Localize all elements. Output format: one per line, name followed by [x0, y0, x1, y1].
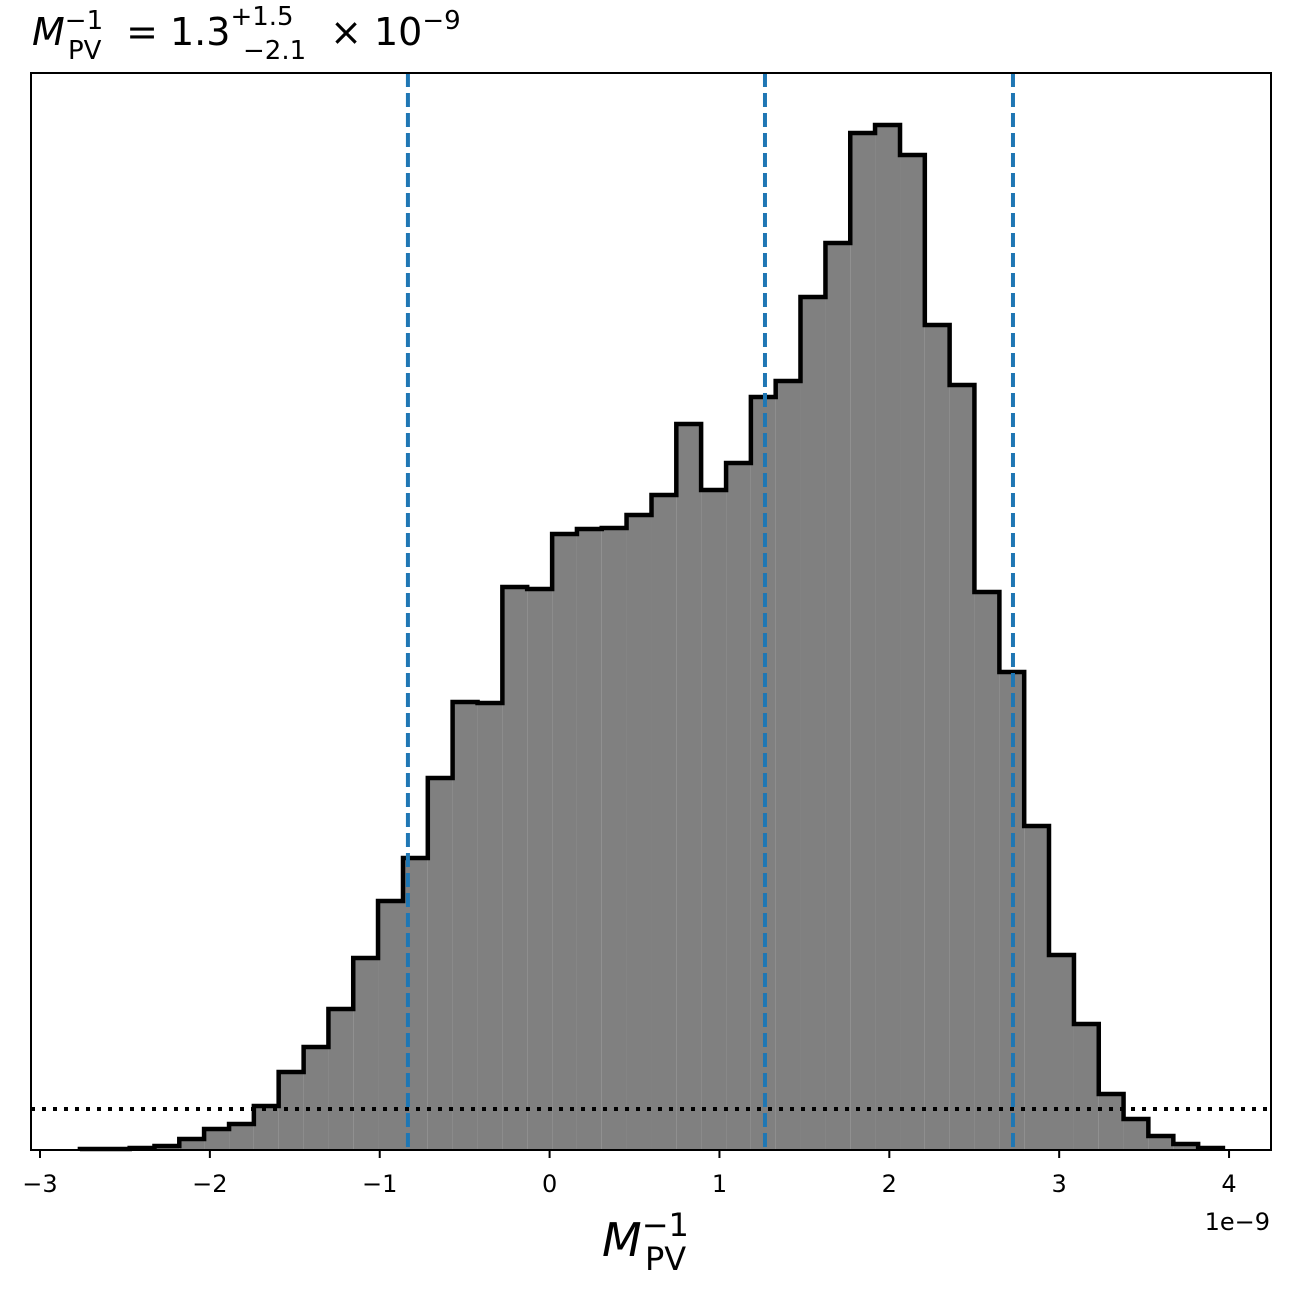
histogram-bar [999, 672, 1025, 1150]
histogram-bar [1123, 1119, 1149, 1150]
title-symbol: M [32, 10, 65, 54]
histogram-bar [626, 515, 652, 1150]
histogram-bar [1048, 955, 1074, 1150]
histogram-bar [229, 1124, 254, 1150]
histogram-bar [303, 1047, 329, 1150]
x-tick-label: 1 [712, 1170, 727, 1198]
xlabel-sup: −1 [642, 1206, 689, 1244]
histogram-bar [651, 495, 677, 1150]
x-tick-label: 3 [1052, 1170, 1067, 1198]
x-tick-label: −1 [362, 1170, 397, 1198]
histogram-bar [452, 702, 478, 1150]
title-eq: = 1.3 [114, 10, 230, 54]
histogram-bar [601, 528, 627, 1150]
xlabel-symbol: M [602, 1213, 642, 1267]
histogram-bar [1073, 1024, 1099, 1150]
histogram-bar [527, 589, 553, 1150]
x-tick-label: −2 [192, 1170, 227, 1198]
histogram-bar [1173, 1144, 1199, 1150]
x-tick-label: 2 [882, 1170, 897, 1198]
histogram-bar [974, 592, 1000, 1150]
histogram-bar [800, 297, 826, 1150]
histogram-bar [552, 534, 577, 1150]
histogram-bar [949, 385, 975, 1150]
histogram-bar [278, 1072, 304, 1150]
histogram-bar [353, 958, 379, 1150]
x-axis-label: M−1 PV [602, 1206, 689, 1278]
histogram-outline [77, 122, 1226, 1152]
histogram-bar [253, 1106, 279, 1150]
histogram-bar [850, 133, 876, 1150]
histogram-bar [676, 424, 702, 1150]
histogram-bar [900, 155, 925, 1150]
x-tick-label: −3 [22, 1170, 57, 1198]
histogram-bar [427, 778, 453, 1150]
histogram-bar [204, 1129, 230, 1150]
histogram-bar [179, 1139, 205, 1150]
x-tick-label: 0 [542, 1170, 557, 1198]
histogram-bar [378, 901, 403, 1150]
title-times: × 10 [318, 10, 422, 54]
histogram-bar [1098, 1094, 1124, 1150]
histogram-bar [328, 1009, 354, 1150]
histogram-bar [477, 703, 503, 1150]
histogram-bar [576, 529, 602, 1150]
histogram-bar [825, 243, 851, 1150]
histogram-bar [1148, 1136, 1174, 1150]
histogram-bar [726, 463, 751, 1150]
title-exp: −9 [422, 6, 460, 36]
plot-frame [30, 72, 1272, 1151]
title-minus: −2.1 [243, 36, 306, 66]
offset-label: 1e−9 [1205, 1208, 1270, 1236]
histogram-bar [775, 381, 801, 1150]
title-sup: −1 [65, 6, 103, 36]
title-sub: PV [68, 36, 102, 66]
histogram-bar [924, 325, 950, 1150]
xlabel-sub: PV [645, 1240, 686, 1278]
histogram-bar [701, 490, 727, 1150]
title-plus: +1.5 [230, 2, 293, 32]
histogram-bar [502, 587, 528, 1150]
x-tick-label: 4 [1221, 1170, 1236, 1198]
histogram-bar [1024, 826, 1049, 1150]
histogram-bar [875, 125, 901, 1150]
chart-title: M−1 PV = 1.3+1.5 −2.1 × 10−9 [32, 2, 461, 66]
